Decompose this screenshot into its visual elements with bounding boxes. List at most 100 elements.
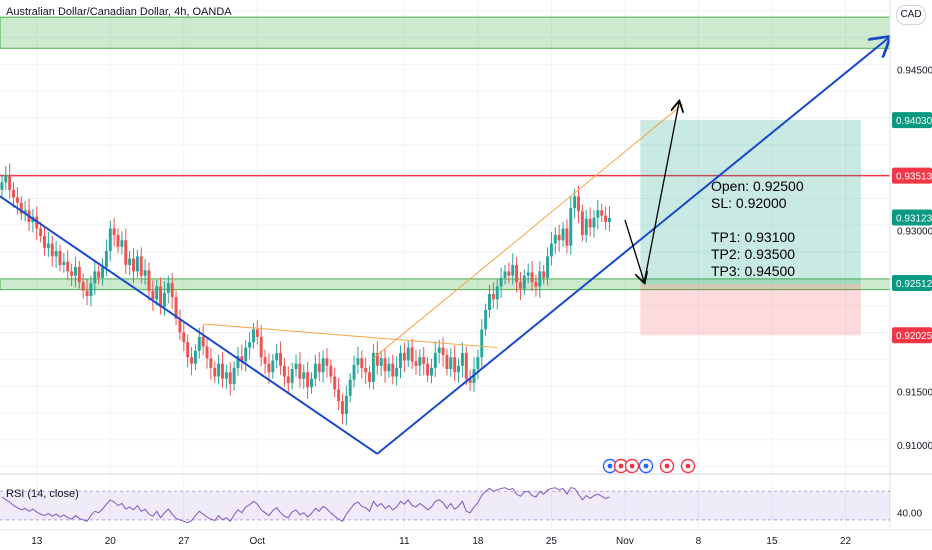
candle-body (143, 270, 147, 276)
candle-body (468, 378, 472, 383)
candle-body (457, 365, 461, 373)
price-tag (892, 167, 932, 184)
candle-body (371, 352, 375, 382)
candle-body (178, 318, 182, 333)
time-tick-label: 25 (546, 536, 558, 547)
price-tag-label: 0.93123 (896, 213, 932, 224)
candle-body (414, 361, 418, 366)
candle-body (275, 352, 279, 361)
event-flag-dot (607, 463, 613, 469)
candle-body (259, 336, 263, 358)
candle-body (43, 236, 46, 248)
candle-body (298, 363, 302, 379)
price-axis[interactable]: 0.94500 0.93000 0.91500 0.91000 0.94030 0.935… (889, 0, 932, 530)
candle-body (441, 347, 445, 356)
trade-sl-label: SL: 0.92000 (711, 195, 787, 211)
candle-body (445, 355, 449, 370)
candle-body (70, 271, 74, 276)
time-tick-label: Nov (616, 536, 634, 547)
candle-body (364, 367, 368, 373)
event-flag-dot (643, 463, 649, 469)
candle-body (546, 256, 550, 278)
price-tag (892, 274, 932, 291)
event-flag-dot (629, 463, 635, 469)
candle-body (151, 290, 155, 300)
price-tag (892, 327, 932, 344)
candle-body (503, 271, 507, 278)
candle-body (251, 329, 255, 343)
candle-body (112, 228, 116, 235)
candle-body (573, 196, 577, 209)
candle-body (62, 261, 66, 265)
trade-tp2-label: TP2: 0.93500 (711, 246, 795, 262)
candle-body (387, 363, 391, 372)
candle-body (159, 286, 163, 307)
price-tag (892, 209, 932, 226)
candle-body (193, 350, 197, 364)
fan-line-lower (203, 323, 498, 349)
candle-body (476, 357, 480, 370)
candle-body (263, 357, 267, 364)
rsi-label: RSI (14, close) (6, 488, 79, 500)
candle-body (54, 251, 58, 257)
candle-body (383, 358, 387, 372)
price-tag (892, 112, 932, 129)
candle-body (511, 264, 515, 276)
currency-badge[interactable]: CAD (896, 5, 926, 25)
candle-body (4, 174, 8, 183)
candle-body (213, 367, 217, 377)
candle-body (333, 376, 337, 390)
candle-body (526, 272, 530, 276)
candle-body (46, 243, 50, 248)
candles (0, 163, 611, 426)
candle-body (518, 282, 522, 289)
event-flag-dot (664, 463, 670, 469)
candle-body (352, 364, 356, 380)
time-axis[interactable]: 13 20 27 Oct 11 18 25 Nov 8 15 22 (0, 529, 932, 547)
candle-body (565, 228, 569, 246)
candle-body (101, 267, 105, 278)
candle-body (135, 256, 139, 272)
candle-body (89, 283, 93, 297)
trade-open-label: Open: 0.92500 (711, 178, 804, 194)
candle-body (302, 372, 306, 379)
candle-body (491, 293, 495, 300)
candle-body (488, 293, 491, 311)
candle-body (522, 275, 526, 289)
candle-body (395, 367, 399, 377)
candle-body (166, 283, 170, 293)
candle-body (422, 357, 426, 364)
candle-body (228, 372, 232, 385)
candle-body (360, 358, 364, 368)
candle-body (128, 258, 132, 265)
candle-body (170, 283, 174, 298)
candle-body (321, 358, 325, 373)
projection-arrow-up (643, 102, 679, 283)
time-tick-label: 18 (472, 536, 484, 547)
candle-body (306, 372, 310, 388)
candle-body (561, 228, 565, 241)
price-axis-bg (890, 0, 932, 530)
candle-body (120, 240, 124, 247)
candle-body (39, 228, 43, 236)
candle-body (399, 352, 402, 368)
time-tick-label: 20 (105, 536, 117, 547)
candle-body (174, 297, 178, 319)
candle-body (592, 217, 596, 228)
candle-body (15, 197, 19, 203)
trade-tp1-label: TP1: 0.93100 (711, 229, 795, 245)
fan-line-upper (373, 103, 684, 359)
candle-body (484, 310, 488, 330)
candle-body (530, 272, 534, 283)
time-tick-label: 13 (31, 536, 43, 547)
candle-body (464, 352, 468, 379)
candle-body (538, 271, 542, 287)
candle-body (162, 292, 166, 307)
rsi-level-label: 40.00 (897, 509, 922, 520)
candle-body (294, 363, 298, 370)
candle-body (104, 251, 108, 268)
candle-body (507, 271, 511, 276)
time-tick-label: 15 (766, 536, 778, 547)
candle-body (375, 352, 379, 366)
